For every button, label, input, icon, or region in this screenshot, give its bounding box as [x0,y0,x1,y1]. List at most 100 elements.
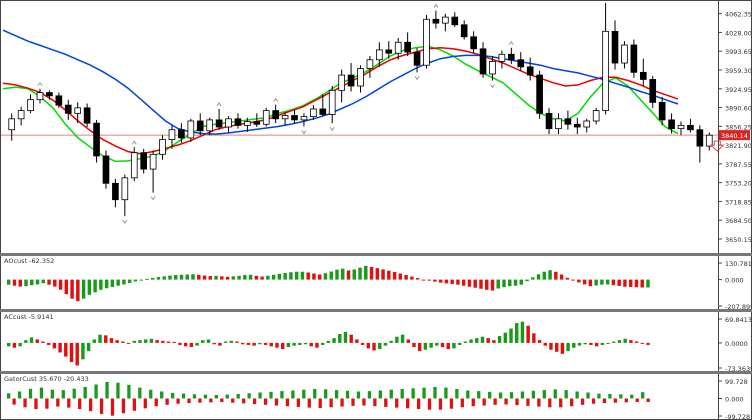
candle-body [159,139,166,155]
osc-bar [92,339,97,343]
osc-bar [526,325,530,343]
osc-axis-label: 0.0000 [725,340,748,348]
candle [83,103,91,127]
osc-bar [133,279,138,282]
candle-body [225,118,232,128]
osc-bar [646,342,650,345]
osc-bar [170,392,175,399]
candle-body [545,112,553,130]
candle-body [394,41,402,54]
osc-bar [630,394,634,399]
osc-bar [45,398,49,409]
candle [64,99,72,120]
osc-bar [383,342,388,346]
osc-bar [554,271,558,280]
candle-body [385,49,393,54]
osc-bar [289,272,293,280]
osc-bar [588,279,593,287]
osc-bar [241,342,245,345]
candle [442,13,449,32]
candle-body [526,66,534,76]
osc-bar [367,391,372,399]
candle-body [64,104,72,114]
osc-bar [81,279,86,299]
osc-bar [375,268,380,280]
osc-bar [99,398,104,414]
osc-bar [369,266,374,280]
osc-bar [356,391,361,399]
osc-bar [417,342,422,352]
osc-bar [122,279,126,285]
osc-bar [341,268,345,280]
fractal-down-marker [414,76,420,81]
osc-bar [640,342,645,344]
osc-bar [104,335,108,343]
candle [310,105,317,120]
candle [451,12,459,27]
candle [687,118,694,133]
candle [112,178,119,208]
osc-bar [46,342,51,345]
osc-bar [229,340,234,343]
candle-body [649,79,657,103]
osc-bar [214,394,218,399]
osc-bar [480,336,485,343]
ac-oscillator-pane[interactable]: ACcust -5.9141 69.8413 0.0000 -73.3639 [4,313,752,373]
osc-bar [553,389,557,399]
osc-bar [303,342,308,345]
osc-bar [624,398,628,403]
osc-bar [536,274,541,280]
osc-bar [415,278,420,280]
candle-body [611,30,619,64]
osc-bar [192,394,197,399]
osc-bar [30,279,34,286]
osc-bar [41,341,45,343]
price-pane[interactable]: 4062.35 4028.00 3993.65 3959.30 3924.95 3890.… [0,0,752,244]
candle [187,118,195,142]
candle [668,113,675,134]
osc-bar [628,279,633,287]
osc-bar [24,279,28,287]
gator-oscillator-pane[interactable]: GatorCust 35.670 -20.433 99.728 0.000 -99.7… [4,375,750,420]
osc-bar [623,279,627,287]
candle-body [423,18,430,66]
candle [168,125,176,149]
osc-bar [315,342,319,348]
osc-bar [349,334,353,343]
osc-bar [277,273,282,280]
osc-bar [444,279,449,284]
gator-indicator-label: GatorCust 35.670 -20.433 [4,375,89,383]
osc-bar [364,265,368,280]
osc-axis-label: 0.000 [725,277,744,285]
osc-bar [326,340,331,343]
candle-body [140,152,148,170]
osc-bar [214,275,218,280]
osc-bar [24,340,28,343]
osc-bar [306,272,310,280]
candle [262,107,270,127]
osc-bar [18,342,22,347]
candle-body [178,129,185,139]
price-axis-label: 3684.50 [725,217,752,225]
osc-bar [406,339,410,343]
price-axis-label: 3821.90 [725,142,752,150]
candle-body [470,36,477,50]
osc-bar [329,271,333,280]
osc-bar [537,340,542,343]
gator-pane-separator [0,371,752,374]
candle-body [583,120,591,128]
candle-body [687,124,694,131]
candle [291,110,298,124]
candle-body [376,49,383,61]
osc-bar [463,341,468,343]
osc-bar [247,393,251,399]
osc-bar [280,342,285,350]
osc-bar [258,392,262,399]
candle [470,31,477,54]
ao-oscillator-pane[interactable]: AOcust -62.352 130.781 0.000 -207.899 [4,257,752,311]
osc-bar [612,341,616,343]
candle [338,69,345,103]
candle [17,106,25,126]
osc-bar [302,389,306,399]
osc-bar [606,342,610,344]
